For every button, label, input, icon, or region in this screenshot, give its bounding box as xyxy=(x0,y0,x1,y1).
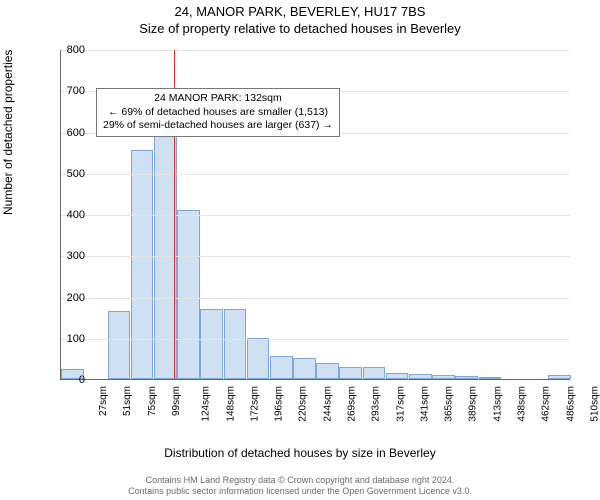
title-address: 24, MANOR PARK, BEVERLEY, HU17 7BS xyxy=(0,4,600,19)
y-tick-label: 200 xyxy=(45,292,85,304)
footer-line-1: Contains HM Land Registry data © Crown c… xyxy=(0,475,600,487)
histogram-bar xyxy=(108,311,131,379)
annotation-box: 24 MANOR PARK: 132sqm ← 69% of detached … xyxy=(96,88,340,137)
y-tick-label: 400 xyxy=(45,209,85,221)
x-tick-label: 317sqm xyxy=(395,386,406,422)
y-axis-label: Number of detached properties xyxy=(1,50,15,215)
y-tick-label: 100 xyxy=(45,333,85,345)
title-subtitle: Size of property relative to detached ho… xyxy=(0,21,600,36)
x-tick-label: 413sqm xyxy=(492,386,503,422)
x-tick-label: 75sqm xyxy=(147,386,158,416)
x-tick-label: 99sqm xyxy=(171,386,182,416)
x-tick-label: 124sqm xyxy=(201,386,212,422)
x-tick-label: 486sqm xyxy=(565,386,576,422)
x-tick-label: 269sqm xyxy=(347,386,358,422)
histogram-bar xyxy=(455,376,478,379)
histogram-bar xyxy=(386,373,409,379)
histogram-bar xyxy=(363,367,386,379)
histogram-bar xyxy=(247,338,270,379)
y-tick-label: 300 xyxy=(45,250,85,262)
annotation-line-2: ← 69% of detached houses are smaller (1,… xyxy=(103,106,333,120)
x-tick-label: 196sqm xyxy=(274,386,285,422)
x-tick-label: 510sqm xyxy=(589,386,600,422)
x-tick-label: 293sqm xyxy=(371,386,382,422)
footer-line-2: Contains public sector information licen… xyxy=(0,486,600,498)
histogram-bar xyxy=(200,309,223,379)
x-tick-label: 27sqm xyxy=(98,386,109,416)
y-tick-label: 600 xyxy=(45,127,85,139)
x-tick-label: 341sqm xyxy=(419,386,430,422)
x-tick-label: 51sqm xyxy=(122,386,133,416)
histogram-bar xyxy=(293,358,316,379)
x-tick-label: 389sqm xyxy=(468,386,479,422)
x-tick-label: 220sqm xyxy=(298,386,309,422)
histogram-bar xyxy=(270,356,293,379)
x-ticks: 27sqm 51sqm 75sqm 99sqm 124sqm 148sqm 172sqm 19… xyxy=(60,380,570,440)
x-tick-label: 365sqm xyxy=(444,386,455,422)
y-tick-label: 500 xyxy=(45,168,85,180)
histogram-bar xyxy=(548,375,571,379)
histogram-bar xyxy=(479,377,502,379)
annotation-line-3: 29% of semi-detached houses are larger (… xyxy=(103,119,333,133)
x-tick-label: 172sqm xyxy=(249,386,260,422)
histogram-bar xyxy=(224,309,247,379)
x-tick-label: 148sqm xyxy=(225,386,236,422)
histogram-bar xyxy=(177,210,200,379)
histogram-bar xyxy=(131,150,154,379)
x-tick-label: 244sqm xyxy=(322,386,333,422)
footer-attribution: Contains HM Land Registry data © Crown c… xyxy=(0,475,600,498)
annotation-line-1: 24 MANOR PARK: 132sqm xyxy=(103,92,333,106)
y-tick-label: 800 xyxy=(45,44,85,56)
x-tick-label: 438sqm xyxy=(517,386,528,422)
y-tick-label: 700 xyxy=(45,85,85,97)
histogram-bar xyxy=(409,374,432,379)
x-axis-label: Distribution of detached houses by size … xyxy=(0,446,600,460)
chart-title-block: 24, MANOR PARK, BEVERLEY, HU17 7BS Size … xyxy=(0,0,600,36)
histogram-bar xyxy=(339,367,362,379)
histogram-bar xyxy=(432,375,455,379)
histogram-bar xyxy=(316,363,339,380)
chart-container: Number of detached properties 0100200300… xyxy=(0,40,600,450)
x-tick-label: 462sqm xyxy=(541,386,552,422)
